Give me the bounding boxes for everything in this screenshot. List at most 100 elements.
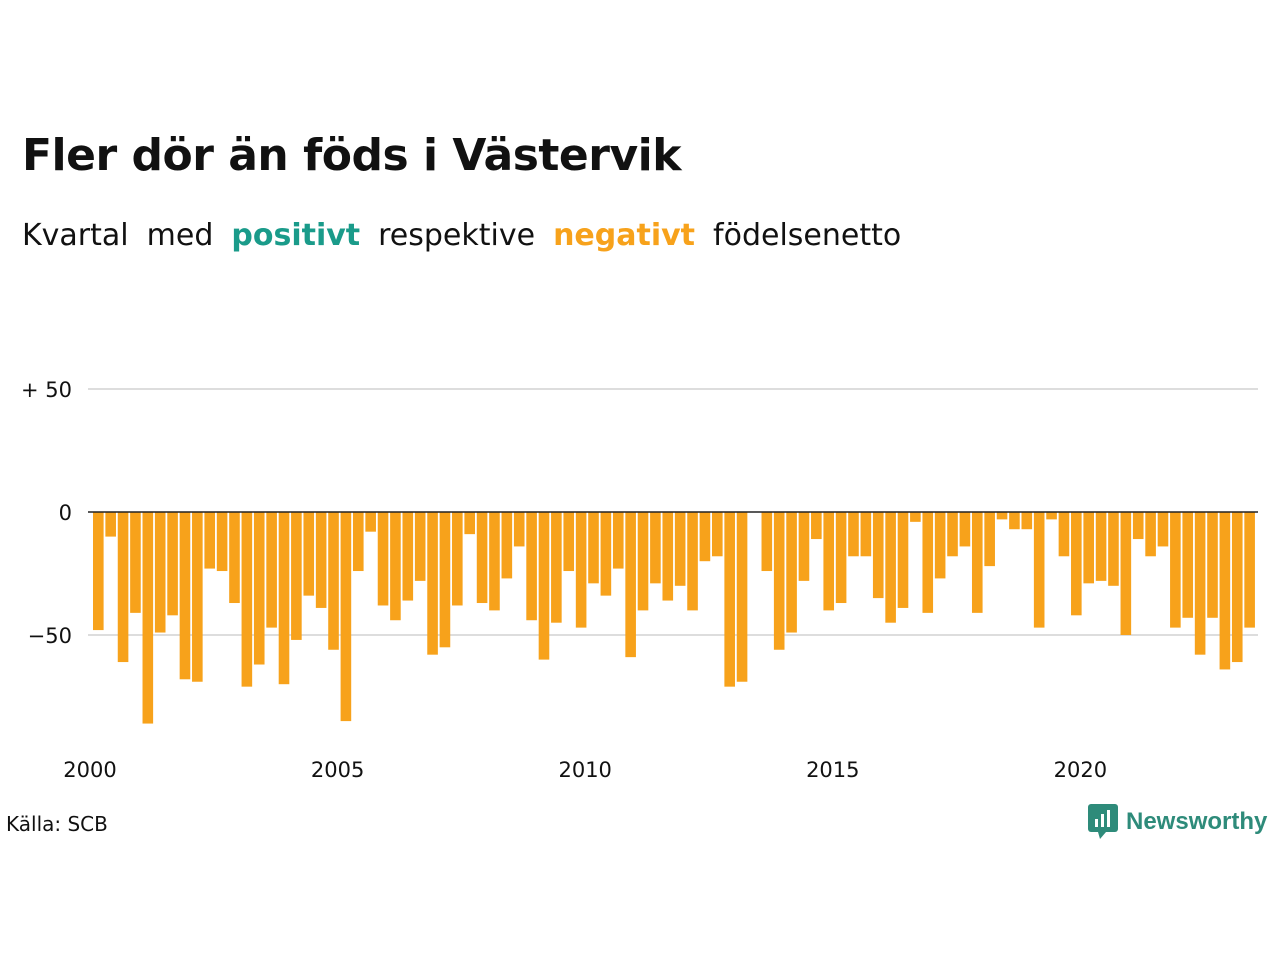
- bar: [1071, 512, 1082, 616]
- bar: [736, 512, 748, 682]
- bar: [860, 512, 872, 557]
- bar: [142, 512, 154, 724]
- bar: [117, 512, 129, 663]
- bar: [947, 512, 958, 557]
- bar: [464, 512, 475, 535]
- bar: [253, 512, 265, 665]
- bar: [798, 512, 810, 581]
- x-tick-label: 2015: [806, 758, 859, 782]
- bar: [823, 512, 835, 611]
- chart-subtitle: Kvartal med positivt respektive negativt föde…: [22, 218, 919, 253]
- bar: [340, 512, 352, 722]
- newsworthy-logo-text: Newsworthy: [1126, 808, 1268, 835]
- bar: [439, 512, 451, 648]
- bar: [452, 512, 463, 606]
- bar: [811, 512, 822, 540]
- bar: [1095, 512, 1107, 581]
- bar: [897, 512, 909, 608]
- bar: [922, 512, 934, 613]
- bar: [872, 512, 884, 599]
- bar: [1132, 512, 1144, 540]
- bar: [724, 512, 735, 687]
- bar: [377, 512, 389, 606]
- bar: [984, 512, 995, 567]
- subtitle-positive-label: positivt: [231, 218, 361, 253]
- bar: [637, 512, 649, 611]
- bar: [625, 512, 636, 658]
- newsworthy-logo-icon: [1088, 804, 1118, 839]
- bar: [1046, 512, 1057, 520]
- bar: [1157, 512, 1169, 547]
- y-tick-label: 0: [59, 501, 72, 525]
- bar: [427, 512, 438, 655]
- bar: [476, 512, 488, 604]
- bar: [204, 512, 216, 569]
- bar: [996, 512, 1008, 520]
- bar: [699, 512, 711, 562]
- bar: [848, 512, 859, 557]
- bar: [687, 512, 698, 611]
- bar: [513, 512, 525, 547]
- subtitle-word-med: med: [146, 218, 214, 253]
- bar: [1120, 512, 1132, 635]
- bar: [390, 512, 401, 621]
- bar: [835, 512, 847, 604]
- bar: [600, 512, 612, 596]
- subtitle-negative-label: negativt: [553, 218, 696, 253]
- bar: [179, 512, 191, 680]
- bar: [934, 512, 946, 579]
- bar: [588, 512, 599, 584]
- bar: [551, 512, 562, 623]
- bar: [192, 512, 203, 682]
- bar: [105, 512, 116, 537]
- bar: [674, 512, 686, 586]
- newsworthy-logo: Newsworthy: [1088, 804, 1267, 840]
- bar: [328, 512, 339, 650]
- bar: [1207, 512, 1218, 618]
- bar: [971, 512, 983, 613]
- bar: [1194, 512, 1206, 655]
- bar: [773, 512, 785, 650]
- bar: [414, 512, 426, 581]
- y-tick-label: −50: [28, 624, 72, 648]
- bar: [1170, 512, 1181, 628]
- bar: [786, 512, 797, 633]
- x-tick-label: 2000: [63, 758, 116, 782]
- bar: [303, 512, 315, 596]
- bar: [1108, 512, 1119, 586]
- bar: [501, 512, 513, 579]
- bar: [278, 512, 290, 685]
- x-tick-label: 2010: [558, 758, 611, 782]
- chart-title: Fler dör än föds i Västervik: [22, 130, 681, 181]
- subtitle-word-respektive: respektive: [378, 218, 536, 253]
- bar: [1244, 512, 1255, 628]
- bar: [167, 512, 178, 616]
- bar: [352, 512, 364, 572]
- bar: [489, 512, 500, 611]
- x-tick-label: 2005: [311, 758, 364, 782]
- bar: [1231, 512, 1243, 663]
- bar: [575, 512, 587, 628]
- bar: [885, 512, 896, 623]
- bar: [1219, 512, 1231, 670]
- subtitle-word-fodelsenetto: födelsenetto: [713, 218, 902, 253]
- bar-chart: + 50 0 −50 2000 2005 2010 2015 2020: [21, 378, 1258, 782]
- bar: [229, 512, 240, 604]
- bar: [1083, 512, 1094, 584]
- bar: [712, 512, 723, 557]
- source-note: Källa: SCB: [6, 812, 108, 836]
- bar: [315, 512, 327, 608]
- bar: [650, 512, 661, 584]
- x-tick-label: 2020: [1054, 758, 1107, 782]
- bar: [538, 512, 550, 660]
- bar: [1021, 512, 1033, 530]
- bar: [1182, 512, 1194, 618]
- bar: [662, 512, 674, 601]
- bar: [959, 512, 971, 547]
- y-tick-label: + 50: [21, 378, 72, 402]
- bar: [93, 512, 104, 631]
- subtitle-word-kvartal: Kvartal: [22, 218, 129, 253]
- bar: [130, 512, 141, 613]
- bar: [291, 512, 302, 640]
- bar: [1033, 512, 1045, 628]
